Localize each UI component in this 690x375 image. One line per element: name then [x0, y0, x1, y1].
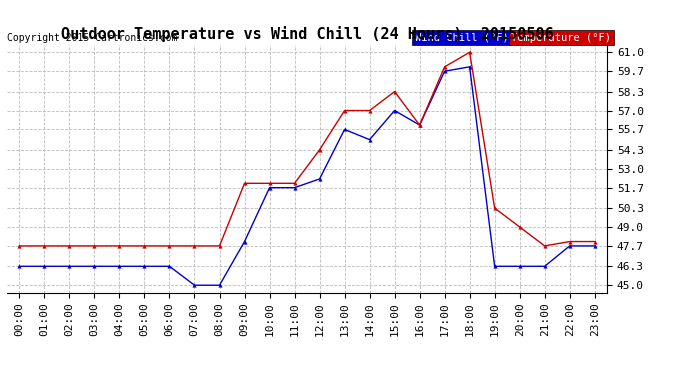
Text: Temperature (°F): Temperature (°F): [511, 33, 611, 42]
Text: Copyright 2015 Cartronics.com: Copyright 2015 Cartronics.com: [7, 33, 177, 42]
Title: Outdoor Temperature vs Wind Chill (24 Hours)  20150506: Outdoor Temperature vs Wind Chill (24 Ho…: [61, 27, 553, 42]
Text: Wind Chill (°F): Wind Chill (°F): [415, 33, 509, 42]
